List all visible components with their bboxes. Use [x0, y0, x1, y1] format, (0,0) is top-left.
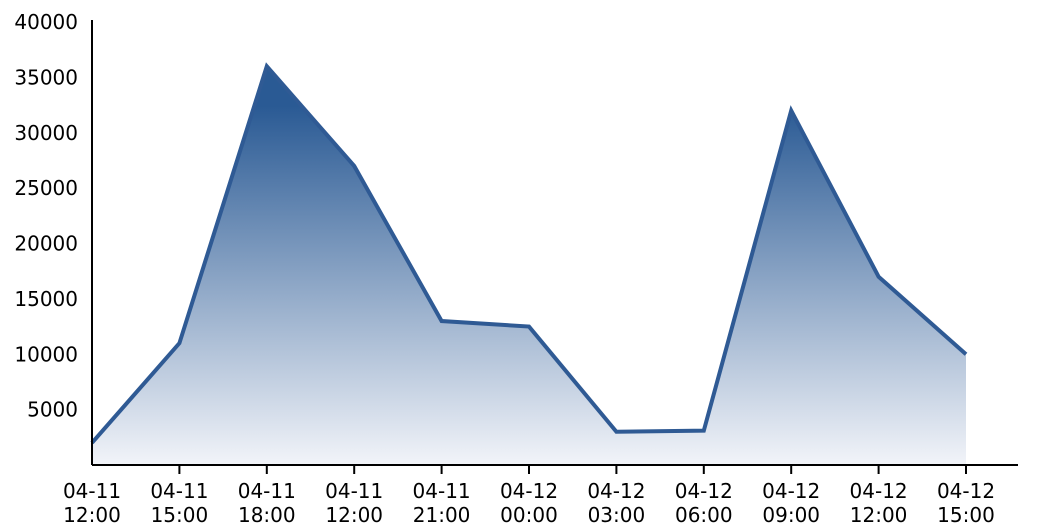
x-tick-label: 04-12 09:00: [762, 479, 820, 527]
series-area: [92, 66, 966, 466]
axis-layer: [91, 20, 1018, 466]
line-layer: [90, 62, 968, 445]
y-tick-label: 30000: [14, 121, 78, 145]
x-axis-ticks: 04-11 12:00 04-11 15:00 04-11 18:00 04-11 12:00…: [63, 465, 995, 527]
y-tick-label: 15000: [14, 287, 78, 311]
x-tick-label: 04-11 15:00: [150, 479, 208, 527]
x-tick-label: 04-11 21:00: [413, 479, 471, 527]
x-tick-label: 04-12 12:00: [850, 479, 908, 527]
y-tick-label: 10000: [14, 342, 78, 366]
x-tick-label: 04-12 15:00: [937, 479, 995, 527]
y-tick-label: 40000: [14, 10, 78, 34]
area-layer: [92, 66, 966, 466]
x-tick-label: 04-12 06:00: [675, 479, 733, 527]
x-tick-label: 04-12 00:00: [500, 479, 558, 527]
x-tick-label: 04-12 03:00: [587, 479, 645, 527]
x-tick-label: 04-11 12:00: [63, 479, 121, 527]
y-axis-ticks: 5000 10000 15000 20000 25000 30000 35000 40000: [14, 10, 78, 422]
y-tick-label: 25000: [14, 176, 78, 200]
y-tick-label: 20000: [14, 232, 78, 256]
x-tick-label: 04-11 18:00: [238, 479, 296, 527]
y-tick-label: 5000: [27, 398, 78, 422]
y-tick-label: 35000: [14, 65, 78, 89]
x-tick-label: 04-11 12:00: [325, 479, 383, 527]
